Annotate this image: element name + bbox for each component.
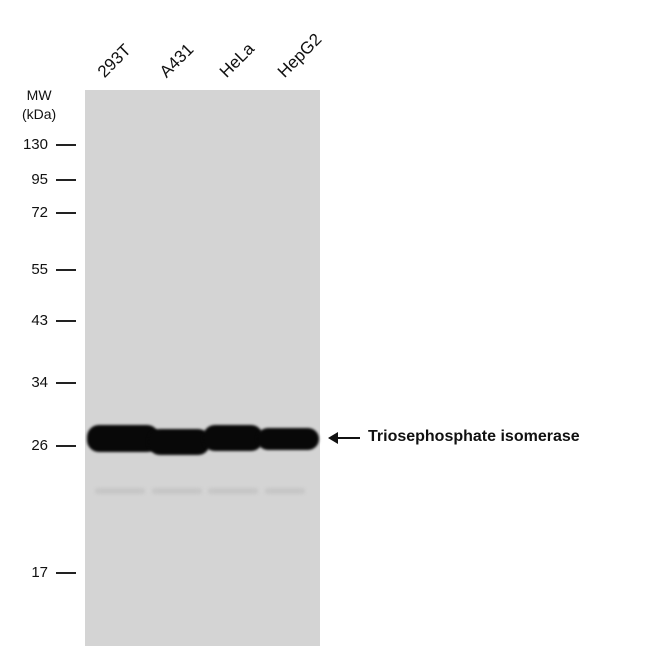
marker-26: 26 [0, 437, 80, 455]
marker-tick [56, 269, 76, 271]
band-hela [203, 425, 263, 451]
band-hepg2 [257, 428, 319, 450]
marker-label: 17 [31, 564, 48, 581]
marker-label: 72 [31, 204, 48, 221]
marker-label: 130 [22, 136, 48, 153]
lane-label-hela: HeLa [215, 39, 259, 82]
marker-tick [56, 179, 76, 181]
marker-label: 34 [31, 374, 48, 391]
marker-label: 55 [31, 261, 48, 278]
faint-band-hepg2 [265, 488, 305, 494]
marker-label: 43 [31, 312, 48, 329]
marker-tick [56, 212, 76, 214]
marker-95: 95 [0, 171, 80, 189]
marker-55: 55 [0, 261, 80, 279]
blot-membrane [85, 90, 320, 646]
lane-label-hepg2: HepG2 [273, 29, 326, 82]
marker-tick [56, 572, 76, 574]
marker-tick [56, 382, 76, 384]
marker-72: 72 [0, 204, 80, 222]
marker-17: 17 [0, 564, 80, 582]
mw-title: MW (kDa) [22, 86, 56, 124]
marker-label: 26 [31, 437, 48, 454]
lane-label-a431: A431 [155, 39, 198, 82]
marker-34: 34 [0, 374, 80, 392]
marker-tick [56, 144, 76, 146]
marker-43: 43 [0, 312, 80, 330]
marker-130: 130 [0, 136, 80, 154]
marker-tick [56, 320, 76, 322]
faint-band-hela [208, 488, 258, 494]
lane-label-293t: 293T [93, 40, 135, 82]
marker-tick [56, 445, 76, 447]
arrow-left-icon [328, 432, 360, 444]
band-a431 [148, 429, 210, 455]
kda-label: (kDa) [22, 106, 57, 122]
faint-band-293t [95, 488, 145, 494]
band-293t [87, 425, 159, 452]
target-protein-label: Triosephosphate isomerase [368, 428, 580, 445]
marker-label: 95 [31, 171, 48, 188]
mw-label: MW [26, 87, 52, 103]
faint-band-a431 [152, 488, 202, 494]
